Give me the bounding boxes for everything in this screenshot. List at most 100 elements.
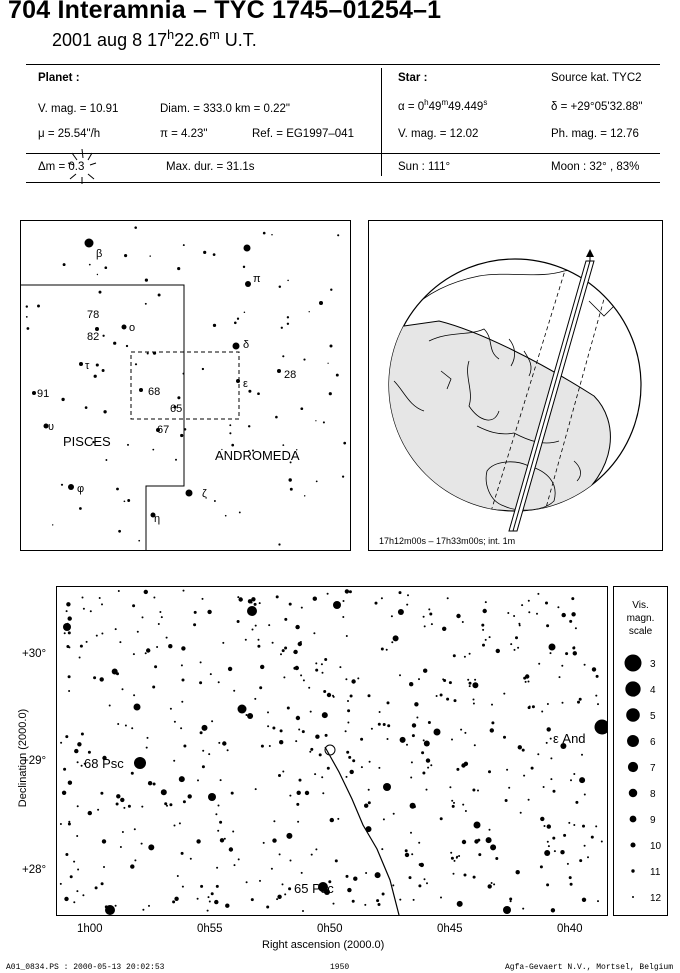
detail-star — [253, 602, 257, 606]
detail-star — [346, 750, 350, 754]
detail-star — [67, 780, 73, 785]
detail-star — [174, 896, 179, 901]
detail-star — [268, 624, 271, 627]
detail-star — [546, 703, 549, 705]
detail-star — [251, 607, 255, 611]
detail-star — [260, 744, 264, 748]
detail-star — [117, 590, 120, 592]
planet-reference: Ref. = EG1997–041 — [252, 128, 354, 140]
star-phmag: Ph. mag. = 12.76 — [551, 128, 639, 140]
detail-star — [594, 719, 610, 735]
finder-star — [185, 489, 193, 497]
detail-star — [279, 740, 284, 745]
detail-star — [281, 883, 284, 886]
sunburst-icon — [67, 148, 97, 184]
detail-star — [448, 681, 452, 685]
detail-star — [284, 893, 287, 896]
detail-star — [300, 674, 303, 677]
detail-star — [258, 602, 261, 605]
finder-star — [152, 448, 155, 451]
detail-star — [309, 710, 312, 713]
detail-star — [423, 878, 426, 881]
detail-star — [193, 623, 197, 627]
detail-star — [275, 595, 279, 599]
detail-star — [68, 820, 71, 823]
label-65-psc: 65 Psc — [294, 881, 334, 896]
y-tick-30: +30° — [22, 648, 47, 660]
detail-star — [446, 697, 450, 701]
detail-star — [530, 766, 534, 770]
detail-star — [202, 749, 205, 752]
detail-star — [456, 767, 460, 771]
finder-star — [180, 433, 184, 438]
finder-star — [271, 234, 273, 236]
detail-star — [127, 804, 131, 808]
detail-star — [525, 674, 530, 679]
detail-star — [503, 906, 511, 914]
finder-star — [262, 231, 266, 235]
detail-star — [489, 728, 494, 733]
finder-label-67: 67 — [157, 424, 169, 436]
footer-year: 1950 — [330, 963, 350, 972]
planet-motion: μ = 25.54"/h — [38, 128, 101, 140]
x-axis-label: Right ascension (2000.0) — [262, 939, 385, 951]
detail-star — [597, 900, 599, 903]
detail-star — [169, 803, 173, 807]
detail-star — [181, 885, 184, 888]
detail-star — [581, 897, 587, 902]
detail-star — [370, 727, 373, 730]
finder-star — [300, 407, 304, 411]
detail-star — [337, 817, 340, 820]
detail-star — [94, 886, 98, 890]
detail-star — [360, 737, 364, 741]
detail-star — [412, 805, 416, 809]
detail-star — [560, 850, 565, 855]
detail-star — [573, 773, 576, 775]
detail-star — [467, 678, 470, 681]
header-divider-top — [26, 64, 660, 65]
detail-star — [165, 636, 168, 639]
finder-star — [229, 432, 232, 435]
detail-star — [522, 907, 525, 910]
detail-star — [180, 664, 183, 667]
finder-star — [289, 487, 293, 491]
detail-star — [219, 838, 225, 843]
finder-star — [37, 304, 40, 308]
detail-star — [552, 789, 556, 793]
detail-star — [503, 735, 506, 739]
detail-star — [172, 900, 176, 904]
detail-star — [280, 653, 282, 656]
detail-star — [181, 678, 185, 682]
planet-heading: Planet : — [38, 72, 80, 84]
detail-star — [217, 829, 220, 832]
detail-star — [182, 589, 185, 592]
finder-star — [60, 483, 64, 486]
finder-star — [213, 500, 216, 502]
detail-star — [404, 849, 408, 853]
detail-star — [296, 802, 300, 806]
finder-star — [144, 278, 148, 282]
detail-star — [73, 860, 76, 863]
detail-star — [546, 727, 551, 732]
detail-star — [345, 635, 348, 637]
detail-star — [547, 845, 550, 848]
detail-star — [446, 597, 449, 600]
detail-star — [254, 697, 257, 700]
detail-star — [427, 721, 431, 724]
detail-star — [111, 668, 118, 675]
detail-star — [485, 837, 492, 844]
detail-star — [67, 616, 72, 621]
detail-star — [293, 666, 297, 670]
legend-title-scale: scale — [628, 626, 653, 637]
detail-star — [103, 866, 105, 868]
detail-star — [463, 761, 469, 766]
finder-star — [303, 358, 306, 361]
detail-star — [439, 693, 443, 697]
detail-star — [244, 638, 247, 641]
detail-star — [136, 763, 139, 766]
detail-star — [326, 692, 332, 698]
detail-star — [93, 676, 97, 680]
detail-star — [227, 666, 233, 672]
event-datetime: 2001 aug 8 17h22.6m U.T. — [52, 28, 257, 50]
detail-star — [281, 649, 285, 653]
